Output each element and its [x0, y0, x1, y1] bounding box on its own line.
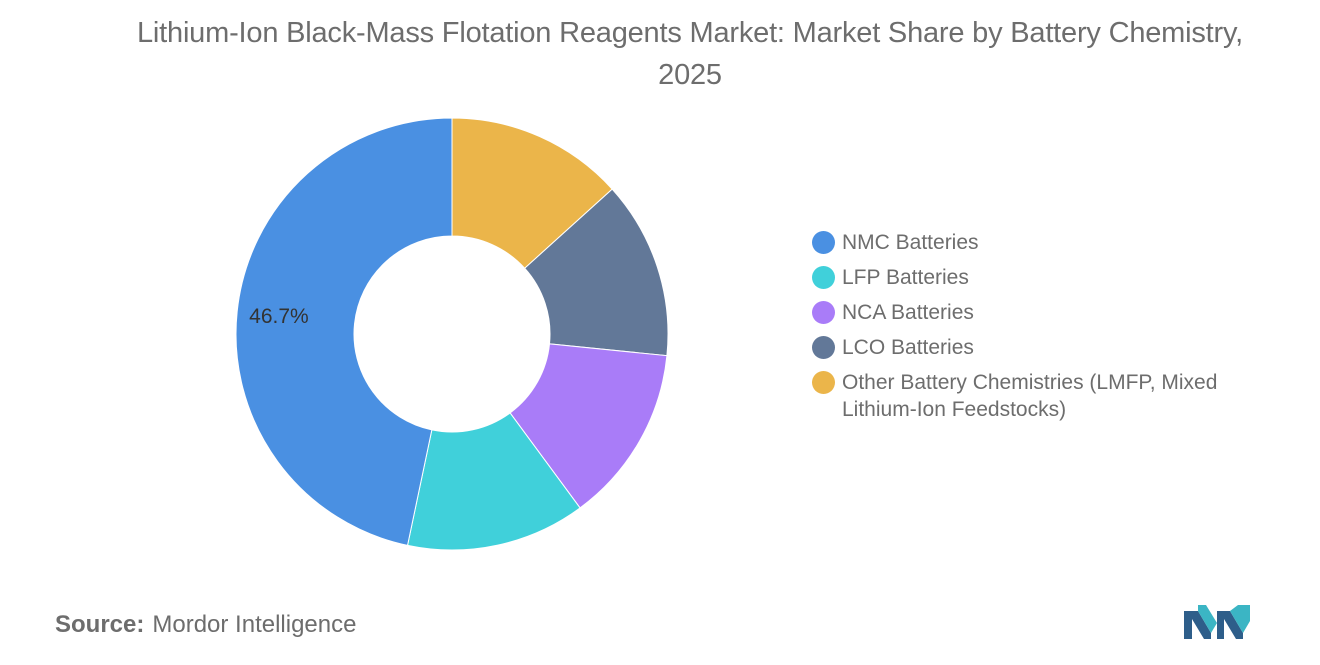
- legend-item-other: Other Battery Chemistries (LMFP, Mixed L…: [812, 369, 1272, 423]
- legend-swatch-lco: [812, 336, 835, 359]
- mordor-intelligence-logo-icon: [1184, 605, 1250, 639]
- legend-swatch-nmc: [812, 231, 835, 254]
- source-note: Source: Mordor Intelligence: [55, 611, 356, 639]
- legend-swatch-nca: [812, 301, 835, 324]
- legend-label-lfp: LFP Batteries: [842, 266, 969, 289]
- source-key: Source:: [55, 611, 145, 638]
- pie-slice-nca: [509, 343, 668, 509]
- legend-label-other: Other Battery Chemistries (LMFP, Mixed L…: [842, 371, 1218, 421]
- pie-slice-lco: [523, 188, 669, 357]
- legend-item-nca: NCA Batteries: [812, 299, 1272, 326]
- legend-swatch-lfp: [812, 266, 835, 289]
- legend-label-nmc: NMC Batteries: [842, 231, 979, 254]
- chart-title: Lithium-Ion Black-Mass Flotation Reagent…: [136, 17, 1243, 91]
- legend-item-nmc: NMC Batteries: [812, 229, 1272, 256]
- legend-item-lco: LCO Batteries: [812, 334, 1272, 361]
- legend-label-lco: LCO Batteries: [842, 336, 974, 359]
- data-label-nmc: 46.7%: [249, 305, 309, 328]
- chart-legend: NMC Batteries LFP Batteries NCA Batteries L…: [812, 229, 1272, 431]
- source-value: Mordor Intelligence: [152, 611, 357, 638]
- legend-label-nca: NCA Batteries: [842, 301, 974, 324]
- pie-slice-other: [451, 117, 613, 269]
- legend-swatch-other: [812, 371, 835, 394]
- legend-item-lfp: LFP Batteries: [812, 264, 1272, 291]
- pie-slice-nmc: [235, 117, 453, 546]
